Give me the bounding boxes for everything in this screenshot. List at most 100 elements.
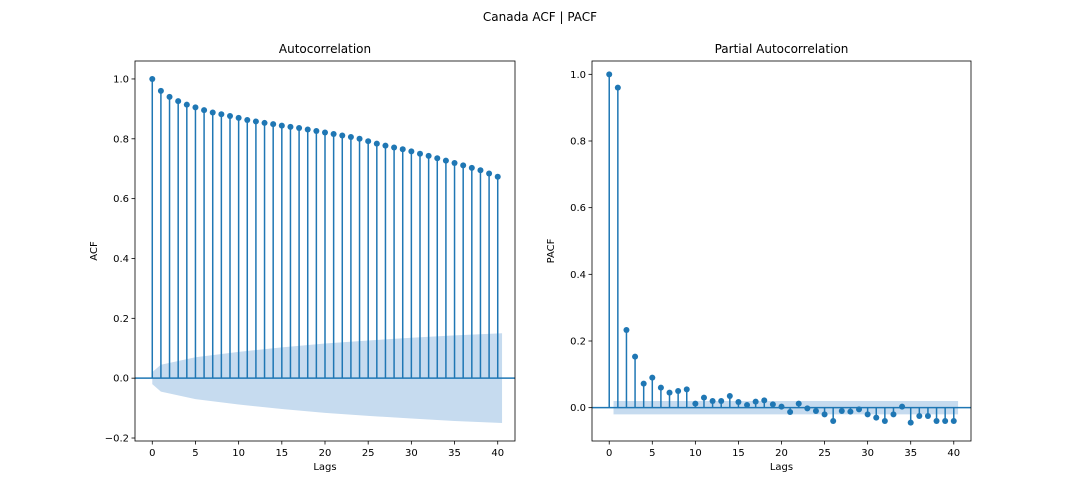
acf-point [425, 152, 432, 159]
pacf-x-tick-label: 25 [818, 448, 831, 459]
acf-point [261, 119, 268, 126]
acf-point [218, 111, 225, 118]
acf-point [252, 118, 259, 125]
pacf-point [950, 418, 957, 424]
acf-point [192, 104, 199, 111]
acf-point [183, 101, 190, 108]
acf-point [417, 150, 423, 157]
acf-y-tick-label: 0.4 [113, 254, 129, 265]
acf-y-tick-label: 0.8 [113, 134, 129, 145]
acf-point [322, 129, 328, 136]
pacf-point [907, 419, 914, 426]
acf-point [460, 162, 467, 169]
pacf-y-tick-label: 0.8 [570, 137, 586, 148]
acf-point [278, 122, 285, 129]
pacf-point [657, 384, 664, 391]
pacf-point [916, 413, 923, 419]
acf-panel-title: Autocorrelation [279, 42, 371, 56]
acf-point [373, 140, 380, 147]
pacf-point [847, 408, 854, 415]
pacf-point [838, 408, 845, 414]
acf-point [270, 121, 277, 128]
pacf-point [821, 411, 828, 418]
pacf-point [924, 413, 931, 419]
pacf-point [899, 403, 906, 410]
pacf-point [666, 389, 673, 396]
acf-y-tick-label: 1.0 [113, 74, 129, 85]
acf-point [399, 146, 406, 153]
acf-point [339, 132, 346, 139]
acf-y-axis-label: ACF [89, 241, 100, 261]
figure-suptitle: Canada ACF | PACF [483, 10, 597, 24]
pacf-point [683, 386, 690, 393]
pacf-point [752, 398, 759, 405]
pacf-y-tick-label: 1.0 [570, 70, 586, 81]
pacf-x-tick-label: 5 [649, 448, 655, 459]
pacf-point [623, 327, 630, 333]
acf-point [313, 128, 320, 135]
pacf-y-tick-label: 0.4 [570, 270, 586, 281]
pacf-point [942, 418, 949, 424]
pacf-point [769, 401, 776, 408]
acf-point [434, 155, 441, 162]
pacf-point [718, 398, 725, 404]
pacf-point [649, 374, 656, 381]
acf-point [149, 75, 156, 82]
pacf-x-tick-label: 15 [732, 448, 745, 459]
acf-y-tick-label: 0.2 [113, 314, 129, 325]
acf-x-axis-label: Lags [313, 462, 336, 473]
pacf-point [632, 353, 639, 360]
acf-y-tick-label: 0.0 [113, 374, 129, 385]
acf-point [494, 173, 501, 180]
pacf-x-tick-label: 30 [861, 448, 874, 459]
acf-point [442, 157, 449, 164]
acf-panel: 0 5 10 15 20 25 30 35 40 −0.2 0.0 0.2 0.4 0.6 0.8 1.0 Au… [89, 42, 516, 473]
acf-point [382, 142, 389, 149]
pacf-point [804, 405, 811, 412]
acf-point [227, 113, 233, 120]
acf-point [304, 126, 311, 133]
pacf-y-axis-label: PACF [546, 238, 557, 263]
acf-x-tick-label: 35 [448, 448, 461, 459]
acf-x-tick-label: 20 [319, 448, 332, 459]
pacf-y-tick-label: 0.0 [570, 403, 586, 414]
pacf-x-tick-label: 10 [689, 448, 702, 459]
pacf-point [873, 414, 880, 421]
acf-point [244, 116, 251, 123]
acf-point [451, 160, 458, 167]
pacf-point [614, 84, 621, 91]
acf-point [201, 107, 208, 114]
acf-point [477, 167, 484, 174]
pacf-point [864, 411, 871, 418]
pacf-x-tick-label: 20 [775, 448, 788, 459]
pacf-point [933, 418, 940, 424]
acf-y-tick-label: 0.6 [113, 194, 129, 205]
pacf-x-tick-label: 0 [606, 448, 612, 459]
pacf-point [881, 418, 888, 424]
pacf-point [735, 399, 742, 405]
pacf-point [726, 393, 733, 399]
pacf-x-tick-label: 35 [904, 448, 917, 459]
acf-point [486, 170, 493, 177]
pacf-point [640, 380, 647, 387]
acf-x-tick-label: 5 [192, 448, 198, 459]
pacf-y-tick-label: 0.6 [570, 203, 586, 214]
acf-point [408, 148, 415, 155]
acf-point [157, 87, 164, 94]
pacf-point [709, 398, 716, 404]
acf-x-tick-label: 15 [275, 448, 288, 459]
pacf-panel-title: Partial Autocorrelation [715, 42, 849, 56]
pacf-x-axis-label: Lags [770, 462, 793, 473]
pacf-point [778, 403, 785, 410]
pacf-x-tick-label: 40 [947, 448, 960, 459]
acf-x-tick-label: 25 [362, 448, 375, 459]
pacf-point [856, 406, 863, 413]
acf-point [356, 135, 363, 142]
pacf-point [700, 394, 707, 401]
pacf-point [606, 71, 613, 78]
pacf-point [787, 409, 794, 415]
pacf-point [890, 411, 897, 418]
pacf-axes-frame [591, 60, 972, 442]
acf-x-tick-label: 40 [491, 448, 504, 459]
